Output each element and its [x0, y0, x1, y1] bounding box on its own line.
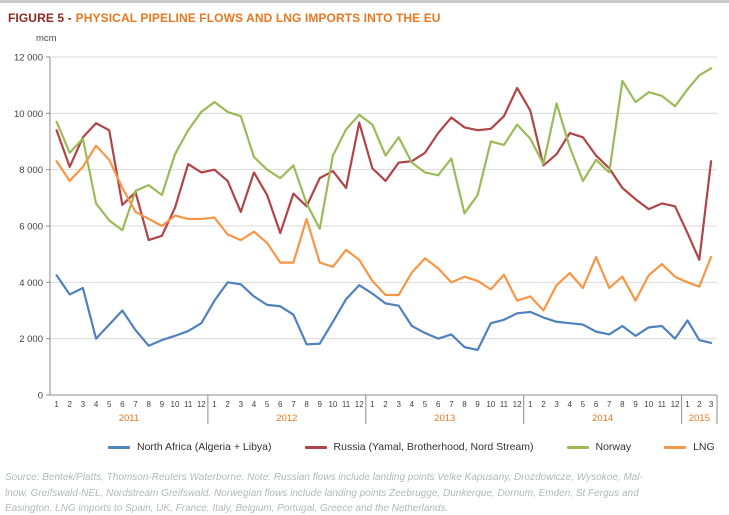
month-tick-label: 4: [94, 400, 99, 409]
month-tick-label: 7: [607, 400, 612, 409]
legend-swatch-north-africa: [108, 445, 130, 449]
month-tick-label: 12: [197, 400, 206, 409]
legend-label: Norway: [595, 441, 632, 453]
month-tick-label: 8: [462, 400, 467, 409]
month-tick-label: 8: [146, 400, 151, 409]
month-tick-label: 6: [594, 400, 599, 409]
month-tick-label: 10: [328, 400, 337, 409]
month-tick-label: 2: [697, 400, 702, 409]
month-tick-label: 5: [423, 400, 428, 409]
y-tick-label: 6 000: [19, 222, 43, 233]
chart-legend: North Africa (Algeria + Libya) Russia (Ya…: [108, 441, 715, 453]
legend-label: Russia (Yamal, Brotherhood, Nord Stream): [333, 441, 534, 453]
month-tick-label: 9: [160, 400, 165, 409]
month-tick-label: 8: [304, 400, 309, 409]
month-tick-label: 5: [581, 400, 586, 409]
month-tick-label: 2: [68, 400, 73, 409]
legend-item-lng: LNG: [664, 441, 715, 453]
month-tick-label: 4: [252, 400, 257, 409]
y-tick-label: 8 000: [19, 165, 43, 176]
month-tick-label: 6: [120, 400, 125, 409]
month-tick-label: 11: [342, 400, 351, 409]
month-tick-label: 7: [133, 400, 138, 409]
legend-item-norway: Norway: [566, 441, 632, 453]
source-note-line: Source: Bentek/Platts, Thomson-Reuters W…: [5, 472, 643, 483]
year-label: 2011: [119, 413, 139, 424]
source-note-line: lnow, Greifswald-NEL, Nordstream Greifsw…: [5, 487, 639, 499]
month-tick-label: 6: [436, 400, 441, 409]
y-axis-unit-label: mcm: [36, 33, 57, 44]
month-tick-label: 2: [383, 400, 388, 409]
month-tick-label: 12: [355, 400, 364, 409]
series-line-lng: [55, 144, 713, 312]
legend-label: LNG: [693, 441, 715, 453]
year-label: 2015: [689, 413, 710, 424]
figure-title: FIGURE 5 - PHYSICAL PIPELINE FLOWS AND LN…: [8, 11, 441, 25]
month-tick-label: 10: [486, 400, 495, 409]
figure-title-text: PHYSICAL PIPELINE FLOWS AND LNG IMPORTS …: [75, 11, 441, 25]
y-tick-label: 4 000: [19, 278, 43, 289]
month-tick-label: 7: [449, 400, 454, 409]
legend-swatch-norway: [566, 445, 589, 449]
year-label: 2013: [434, 413, 455, 424]
source-note-line: Easington. LNG imports to Spain, UK, Fra…: [5, 503, 449, 514]
series-line-norway: [55, 67, 713, 232]
month-tick-label: 1: [528, 400, 533, 409]
month-tick-label: 3: [709, 400, 714, 409]
month-tick-label: 4: [410, 400, 415, 409]
legend-item-russia: Russia (Yamal, Brotherhood, Nord Stream): [304, 441, 534, 453]
month-tick-label: 5: [107, 400, 112, 409]
month-tick-label: 12: [671, 400, 680, 409]
legend-label: North Africa (Algeria + Libya): [137, 441, 272, 453]
month-tick-label: 1: [370, 400, 375, 409]
month-tick-label: 12: [513, 400, 522, 409]
y-tick-label: 2 000: [19, 334, 43, 345]
month-tick-label: 3: [554, 400, 559, 409]
month-tick-label: 1: [212, 400, 217, 409]
year-label: 2012: [276, 413, 297, 424]
legend-swatch-russia: [304, 445, 327, 449]
month-tick-label: 11: [500, 400, 509, 409]
month-tick-label: 9: [475, 400, 480, 409]
month-tick-label: 3: [396, 400, 401, 409]
month-tick-label: 3: [239, 400, 244, 409]
month-tick-label: 10: [171, 400, 180, 409]
month-tick-label: 9: [318, 400, 323, 409]
legend-item-north-africa: North Africa (Algeria + Libya): [108, 441, 272, 453]
month-tick-label: 7: [291, 400, 296, 409]
series-line-russia: [55, 86, 713, 261]
month-tick-label: 5: [265, 400, 270, 409]
month-tick-label: 6: [278, 400, 283, 409]
legend-swatch-lng: [664, 445, 687, 449]
month-tick-label: 10: [644, 400, 653, 409]
month-tick-label: 8: [620, 400, 625, 409]
month-tick-label: 11: [184, 400, 193, 409]
month-tick-label: 9: [633, 400, 638, 409]
y-tick-label: 0: [38, 391, 43, 402]
figure-number-label: FIGURE 5 -: [8, 11, 72, 25]
source-note: Source: Bentek/Platts, Thomson-Reuters W…: [5, 470, 725, 515]
month-tick-label: 11: [658, 400, 667, 409]
month-tick-label: 4: [568, 400, 573, 409]
y-tick-label: 12 000: [14, 53, 43, 64]
year-label: 2014: [592, 413, 613, 424]
month-tick-label: 1: [685, 400, 690, 409]
month-tick-label: 3: [81, 400, 86, 409]
month-tick-label: 2: [225, 400, 230, 409]
month-tick-label: 2: [541, 400, 546, 409]
month-tick-label: 1: [54, 400, 59, 409]
series-line-north-africa: [55, 274, 713, 352]
y-tick-label: 10 000: [14, 109, 43, 120]
